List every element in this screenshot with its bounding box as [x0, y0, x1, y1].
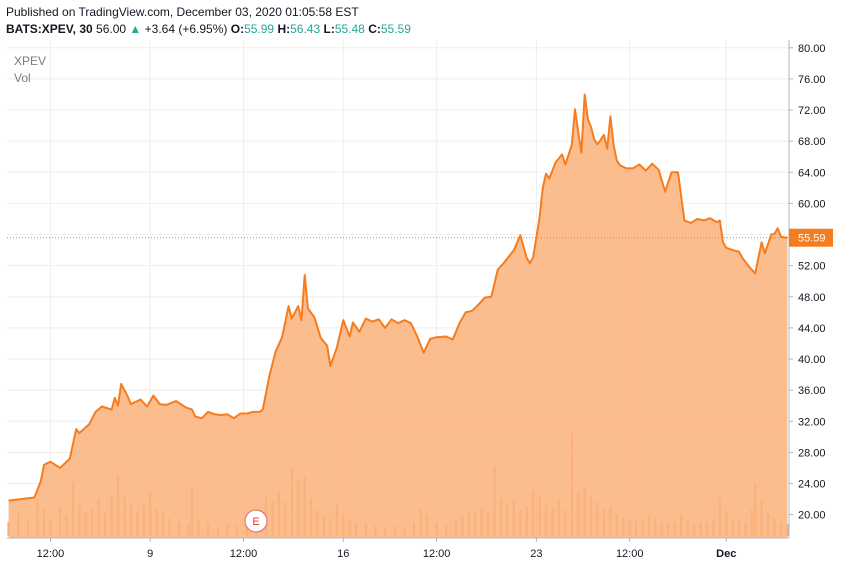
y-tick-label: 60.00 [798, 198, 826, 210]
x-tick-label: 9 [147, 548, 153, 560]
y-tick-label: 64.00 [798, 167, 826, 179]
y-tick-label: 28.00 [798, 447, 826, 459]
last-price-label: 55.59 [798, 233, 826, 245]
low-label: L: [323, 22, 335, 36]
last-price: 56.00 [96, 22, 127, 36]
earnings-event-circle[interactable] [244, 509, 268, 533]
y-tick-label: 48.00 [798, 292, 826, 304]
x-tick-label: 12:00 [230, 548, 258, 560]
high-value: 56.43 [290, 22, 321, 36]
x-tick-label: Dec [716, 548, 736, 560]
y-tick-label: 72.00 [798, 105, 826, 117]
last-price-badge [789, 228, 833, 247]
price-area-fill [8, 94, 788, 538]
y-tick-label: 76.00 [798, 74, 826, 86]
up-arrow-icon: ▲ [129, 22, 142, 36]
open-label: O: [230, 22, 245, 36]
close-label: C: [368, 22, 381, 36]
price-area-series [7, 93, 789, 538]
y-tick-label: 44.00 [798, 323, 826, 335]
x-tick-label: 12:00 [423, 548, 451, 560]
earnings-event-label: E [252, 516, 259, 528]
y-tick-label: 52.00 [798, 261, 826, 273]
price-line [8, 93, 788, 502]
legend-symbol: XPEV [14, 54, 46, 68]
price-axis[interactable]: 80.0076.0072.0068.0064.0060.0056.0052.00… [789, 43, 833, 522]
x-tick-label: 12:00 [616, 548, 644, 560]
published-caption: Published on TradingView.com, December 0… [6, 5, 359, 19]
earnings-event-marker[interactable]: E [244, 509, 268, 533]
y-tick-label: 80.00 [798, 43, 826, 55]
symbol-label[interactable]: BATS:XPEV, 30 [6, 22, 93, 36]
y-tick-label: 40.00 [798, 354, 826, 366]
legend-volume: Vol [14, 71, 31, 85]
x-tick-label: 16 [337, 548, 349, 560]
close-value: 55.59 [380, 22, 411, 36]
y-tick-label: 24.00 [798, 479, 826, 491]
y-tick-label: 36.00 [798, 385, 826, 397]
y-tick-label: 32.00 [798, 416, 826, 428]
x-tick-label: 23 [530, 548, 542, 560]
y-tick-label: 20.00 [798, 510, 826, 522]
open-value: 55.99 [244, 22, 275, 36]
time-axis[interactable]: 12:00 9 12:00 16 12:00 23 12:00 Dec [37, 538, 737, 560]
low-value: 55.48 [334, 22, 365, 36]
y-tick-label: 68.00 [798, 136, 826, 148]
high-label: H: [277, 22, 291, 36]
x-tick-label: 12:00 [37, 548, 65, 560]
chart-frame [7, 40, 790, 539]
symbol-quote-line: BATS:XPEV, 30 56.00 ▲ +3.64 (+6.95%) O:5… [6, 22, 411, 36]
price-change: +3.64 (+6.95%) [144, 22, 228, 36]
